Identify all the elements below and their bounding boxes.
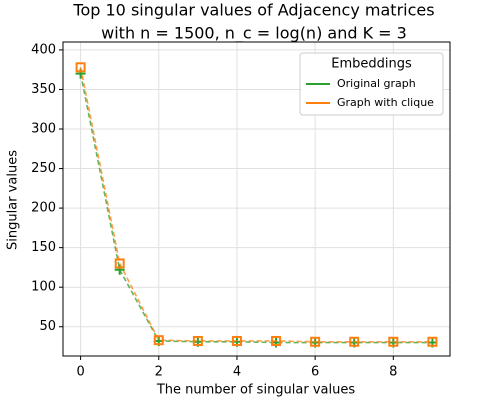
plot-frame <box>62 41 451 357</box>
point <box>231 335 242 346</box>
x-tick-label: 6 <box>311 365 319 380</box>
point <box>192 335 203 346</box>
series-line <box>79 73 433 344</box>
point <box>427 336 438 347</box>
legend-label: Original graph <box>337 77 416 90</box>
x-tick-label: 8 <box>389 365 397 380</box>
x-tick-label: 4 <box>233 365 241 380</box>
legend-box <box>299 52 444 116</box>
legend-title: Embeddings <box>331 57 412 72</box>
y-tick-label: 150 <box>31 240 56 255</box>
y-tick-label: 300 <box>31 122 56 137</box>
point <box>349 336 360 347</box>
point <box>75 62 86 73</box>
y-tick-label: 200 <box>31 201 56 216</box>
point <box>388 336 399 347</box>
chart-title: Top 10 singular values of Adjacency matr… <box>72 1 434 20</box>
x-tick-label: 0 <box>76 365 84 380</box>
y-tick-label: 350 <box>31 82 56 97</box>
y-tick-label: 50 <box>39 319 56 334</box>
legend-label: Graph with clique <box>337 96 434 109</box>
y-axis-label: Singular values <box>6 150 21 250</box>
x-tick-label: 2 <box>155 365 163 380</box>
point <box>271 335 282 346</box>
y-tick-label: 100 <box>31 280 56 295</box>
y-tick-label: 250 <box>31 161 56 176</box>
point <box>114 258 125 269</box>
point <box>310 336 321 347</box>
chart-subtitle: with n = 1500, n_c = log(n) and K = 3 <box>101 24 407 44</box>
point <box>114 264 125 275</box>
y-tick-label: 400 <box>31 42 56 57</box>
point <box>153 335 164 346</box>
x-axis-label: The number of singular values <box>156 383 356 398</box>
series-line <box>79 67 433 343</box>
